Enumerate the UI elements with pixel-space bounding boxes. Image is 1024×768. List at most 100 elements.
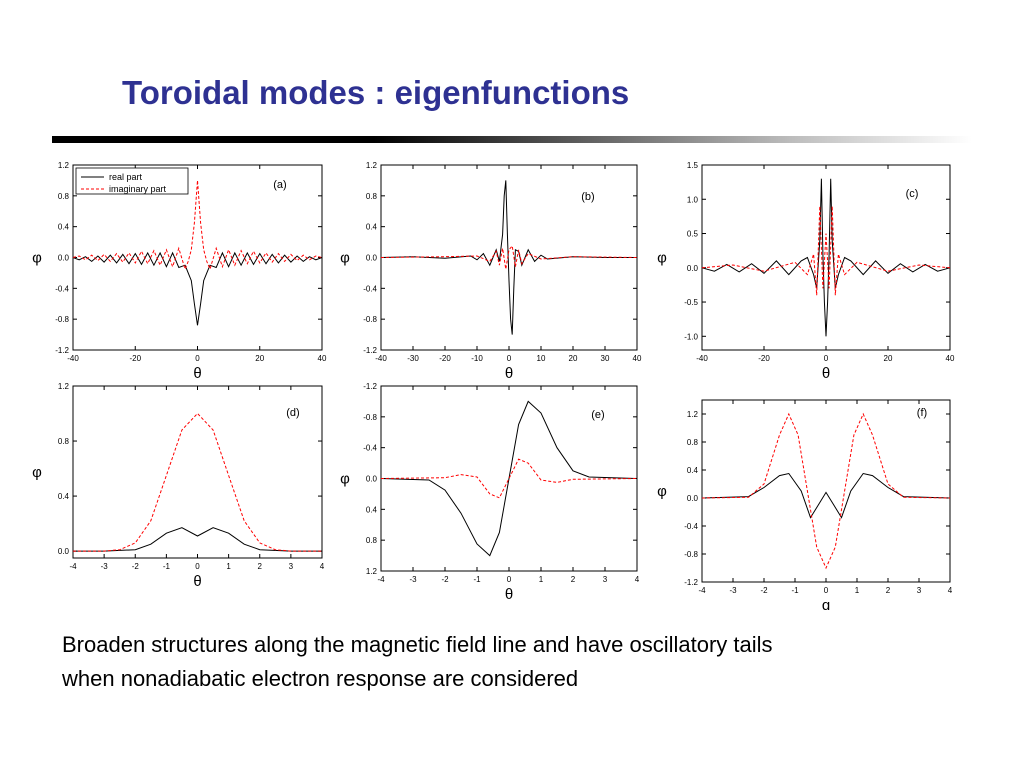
x-tick-label: -4 <box>698 586 706 595</box>
x-tick-label: 0 <box>824 354 829 363</box>
x-tick-label: 10 <box>537 354 546 363</box>
y-tick-label: 0.8 <box>366 536 378 545</box>
y-tick-label: -0.4 <box>363 284 377 293</box>
x-tick-label: 1 <box>539 575 544 584</box>
x-tick-label: 0 <box>507 575 512 584</box>
y-tick-label: 1.2 <box>58 382 70 391</box>
y-tick-label: -0.4 <box>684 522 698 531</box>
x-tick-label: -4 <box>377 575 385 584</box>
x-axis-label: θ <box>193 573 201 590</box>
x-axis-label: θ <box>505 586 513 603</box>
chart-panel-a: -40 -20 0 20 40 1.2 0.8 0.4 0.0 -0.4 -0.8 -1.2 θ φ (a)… <box>25 155 330 385</box>
real-part-line <box>380 180 637 335</box>
chart-svg: -4 -3 -2 -1 0 1 2 3 4 1.2 0.8 0.4 0.0 θ φ (d) <box>32 382 325 590</box>
y-tick-label: 1.0 <box>687 195 699 204</box>
caption: Broaden structures along the magnetic fi… <box>62 628 982 696</box>
x-tick-label: 0 <box>195 562 200 571</box>
y-tick-label: 0.4 <box>58 223 70 232</box>
chart-panel-e: -4 -3 -2 -1 0 1 2 3 4 -1.2 -0.8 -0.4 0.0 0.4 0.8 1.2 θ φ (… <box>333 378 645 618</box>
x-tick-label: -3 <box>409 575 417 584</box>
x-tick-label: -40 <box>375 354 387 363</box>
x-tick-label: -2 <box>441 575 449 584</box>
legend-box <box>75 167 189 195</box>
legend-real-label: real part <box>109 172 143 182</box>
x-tick-label: 20 <box>255 354 264 363</box>
imaginary-part-line <box>380 244 638 270</box>
y-tick-label: 0.0 <box>687 494 699 503</box>
x-tick-label: 0 <box>195 354 200 363</box>
y-tick-label: 0.0 <box>687 264 699 273</box>
x-tick-label: -10 <box>471 354 483 363</box>
panel-label: (a) <box>273 179 286 191</box>
y-tick-label: 0.8 <box>687 438 699 447</box>
panel-label: (d) <box>286 407 299 419</box>
y-axis-label: φ <box>340 250 350 267</box>
x-axis-label: θ <box>193 365 201 382</box>
x-tick-label: 2 <box>571 575 576 584</box>
y-tick-label: 0.0 <box>366 254 378 263</box>
real-part-line <box>73 527 322 552</box>
caption-line-2: when nonadiabatic electron response are … <box>62 666 579 691</box>
x-tick-label: 40 <box>633 354 642 363</box>
chart-svg: -40 -20 0 20 40 1.5 1.0 0.5 0.0 -0.5 -1.0 θ φ (c) <box>657 161 955 382</box>
y-tick-label: -0.8 <box>363 315 377 324</box>
y-tick-label: -1.2 <box>363 382 377 391</box>
y-tick-label: 1.5 <box>687 161 699 170</box>
y-tick-label: -0.8 <box>55 315 69 324</box>
x-tick-label: 2 <box>258 562 263 571</box>
chart-panel-d: -4 -3 -2 -1 0 1 2 3 4 1.2 0.8 0.4 0.0 θ φ (d) <box>25 378 330 613</box>
panel-label: (b) <box>581 191 594 203</box>
y-tick-label: 0.4 <box>58 492 70 501</box>
y-tick-label: 0.4 <box>366 223 378 232</box>
x-tick-label: 3 <box>603 575 608 584</box>
x-tick-label: -40 <box>67 354 79 363</box>
x-tick-label: -3 <box>101 562 109 571</box>
x-tick-label: 0 <box>824 586 829 595</box>
caption-line-1: Broaden structures along the magnetic fi… <box>62 632 773 657</box>
x-tick-label: 3 <box>289 562 294 571</box>
y-tick-label: 0.0 <box>58 254 70 263</box>
x-axis-label: θ <box>505 365 513 382</box>
y-tick-label: 0.8 <box>58 192 70 201</box>
y-tick-label: 1.2 <box>366 567 378 576</box>
y-axis-label: φ <box>657 483 667 500</box>
real-part-line <box>701 178 951 337</box>
y-tick-label: -0.4 <box>55 284 69 293</box>
y-tick-label: -1.2 <box>684 578 698 587</box>
x-tick-label: 2 <box>886 586 891 595</box>
y-tick-label: -0.8 <box>363 413 377 422</box>
imaginary-part-line <box>73 412 322 552</box>
x-axis-label: θ <box>822 365 830 382</box>
imaginary-part-line <box>701 206 951 296</box>
y-tick-label: 0.5 <box>687 230 699 239</box>
x-tick-label: 4 <box>635 575 640 584</box>
imaginary-part-line <box>701 412 951 570</box>
x-tick-label: -1 <box>163 562 171 571</box>
chart-panel-c: -40 -20 0 20 40 1.5 1.0 0.5 0.0 -0.5 -1.0 θ φ (c) <box>650 155 965 385</box>
x-tick-label: -30 <box>407 354 419 363</box>
chart-svg: -40 -20 0 20 40 1.2 0.8 0.4 0.0 -0.4 -0.8 -1.2 θ φ (a)… <box>32 161 327 382</box>
y-axis-label: φ <box>340 471 350 488</box>
imaginary-part-line <box>72 180 323 271</box>
x-tick-label: 1 <box>226 562 231 571</box>
chart-svg: -4 -3 -2 -1 0 1 2 3 4 -1.2 -0.8 -0.4 0.0 0.4 0.8 1.2 θ φ (… <box>340 382 640 603</box>
real-part-line <box>380 400 638 557</box>
slide-title: Toroidal modes : eigenfunctions <box>122 74 630 111</box>
y-tick-label: 0.0 <box>58 547 70 556</box>
x-tick-label: 40 <box>318 354 327 363</box>
panel-label: (c) <box>906 188 919 200</box>
y-tick-label: 1.2 <box>58 161 70 170</box>
y-tick-label: -0.8 <box>684 550 698 559</box>
y-tick-label: -0.5 <box>684 298 698 307</box>
y-axis-label: φ <box>32 464 42 481</box>
imaginary-part-line <box>380 458 638 499</box>
y-tick-label: -0.4 <box>363 444 377 453</box>
real-part-line <box>701 472 951 519</box>
chart-panel-f: -4 -3 -2 -1 0 1 2 3 4 1.2 0.8 0.4 0.0 -0.4 -0.8 -1.2 q φ (… <box>650 390 965 614</box>
x-tick-label: -1 <box>473 575 481 584</box>
plot-frame <box>72 385 323 559</box>
y-tick-label: 0.8 <box>366 192 378 201</box>
y-tick-label: -1.2 <box>55 346 69 355</box>
y-tick-label: -1.2 <box>363 346 377 355</box>
x-tick-label: -4 <box>69 562 77 571</box>
